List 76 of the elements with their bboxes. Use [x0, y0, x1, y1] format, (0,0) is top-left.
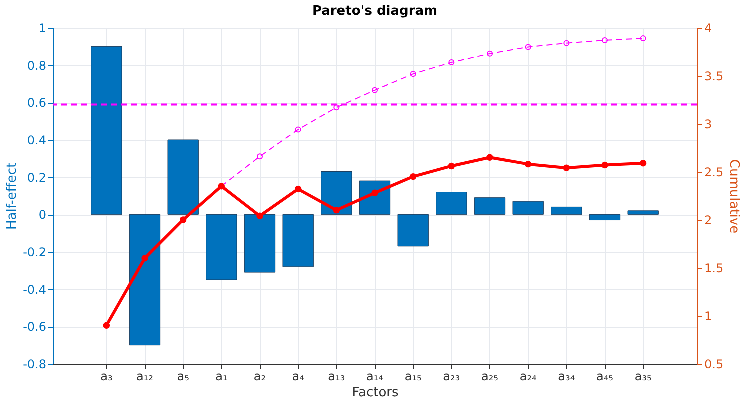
x-tick-label: a₁₅ — [404, 370, 422, 384]
point — [334, 104, 340, 111]
y-tick-label: 0.2 — [27, 170, 46, 185]
x-tick-label: a₂₅ — [482, 370, 499, 384]
bar — [321, 171, 352, 215]
y2-axis-title: Cumulative — [726, 159, 742, 234]
y-tick-label: -0.6 — [23, 320, 46, 334]
point — [524, 160, 532, 168]
bar — [129, 214, 161, 346]
point — [448, 162, 456, 170]
y-tick-label: 1 — [38, 22, 46, 36]
x-tick-label: a₁ — [216, 370, 228, 384]
point — [486, 154, 494, 161]
point — [640, 160, 647, 167]
y-tick-label: 0.4 — [27, 134, 46, 148]
bar — [398, 214, 429, 247]
y2-tick-label: 1 — [704, 310, 712, 324]
point — [640, 36, 646, 42]
y-tick-label: 0.8 — [27, 58, 46, 73]
y-tick-label: 0.6 — [27, 96, 46, 110]
point — [372, 190, 378, 196]
x-tick-label: a₄ — [292, 370, 305, 384]
y2-tick-label: 4 — [704, 22, 712, 36]
point — [564, 40, 570, 46]
y-tick-label: -0.2 — [23, 246, 46, 260]
y2-tick-label: 3.5 — [704, 70, 724, 84]
point — [410, 173, 417, 180]
chart-title: Pareto's diagram — [312, 4, 438, 19]
bar — [628, 210, 659, 215]
point — [295, 126, 302, 133]
y-tick-label: -0.4 — [23, 282, 46, 297]
y2-tick-label: 2 — [704, 214, 712, 228]
x-tick-label: a₃₅ — [634, 370, 652, 384]
x-tick-label: a₂ — [254, 370, 266, 384]
y2-tick-label: 1.5 — [704, 262, 724, 276]
x-tick-label: a₁₃ — [328, 370, 346, 384]
point — [602, 162, 608, 169]
point — [563, 164, 570, 172]
bar — [206, 214, 238, 280]
y2-tick-label: 2.5 — [704, 166, 724, 180]
x-tick-label: a₁₄ — [366, 370, 384, 384]
bar — [282, 214, 314, 268]
point — [448, 60, 455, 66]
point — [142, 255, 148, 262]
point — [602, 37, 608, 44]
point — [294, 186, 302, 193]
y-tick-label: -0.8 — [23, 358, 46, 372]
bar — [589, 214, 621, 221]
bar — [244, 214, 276, 273]
point — [180, 216, 187, 224]
bar — [436, 192, 468, 215]
x-tick-label: a₃ — [100, 370, 113, 384]
point — [525, 44, 532, 50]
point — [103, 322, 110, 329]
y-axis-title: Half-effect — [5, 162, 20, 230]
x-tick-label: a₃₄ — [558, 370, 576, 384]
point — [487, 50, 493, 57]
point — [256, 212, 264, 220]
bar — [474, 198, 506, 215]
x-tick-label: a₂₄ — [520, 370, 538, 384]
bar — [91, 46, 122, 215]
point — [257, 154, 263, 160]
x-tick-label: a₅ — [177, 370, 190, 384]
x-axis-title: Factors — [352, 386, 400, 400]
x-tick-label: a₄₅ — [596, 370, 614, 384]
y-tick-label: 0 — [38, 208, 46, 222]
bar — [512, 201, 544, 215]
y2-tick-label: 3 — [704, 118, 712, 132]
point — [410, 71, 416, 78]
y2-tick-label: 0.5 — [704, 358, 724, 372]
x-tick-label: a₁₂ — [136, 370, 154, 384]
bar — [551, 206, 582, 215]
point — [333, 207, 340, 214]
x-tick-label: a₂₃ — [443, 370, 460, 384]
bar — [168, 140, 199, 215]
point — [372, 87, 378, 94]
